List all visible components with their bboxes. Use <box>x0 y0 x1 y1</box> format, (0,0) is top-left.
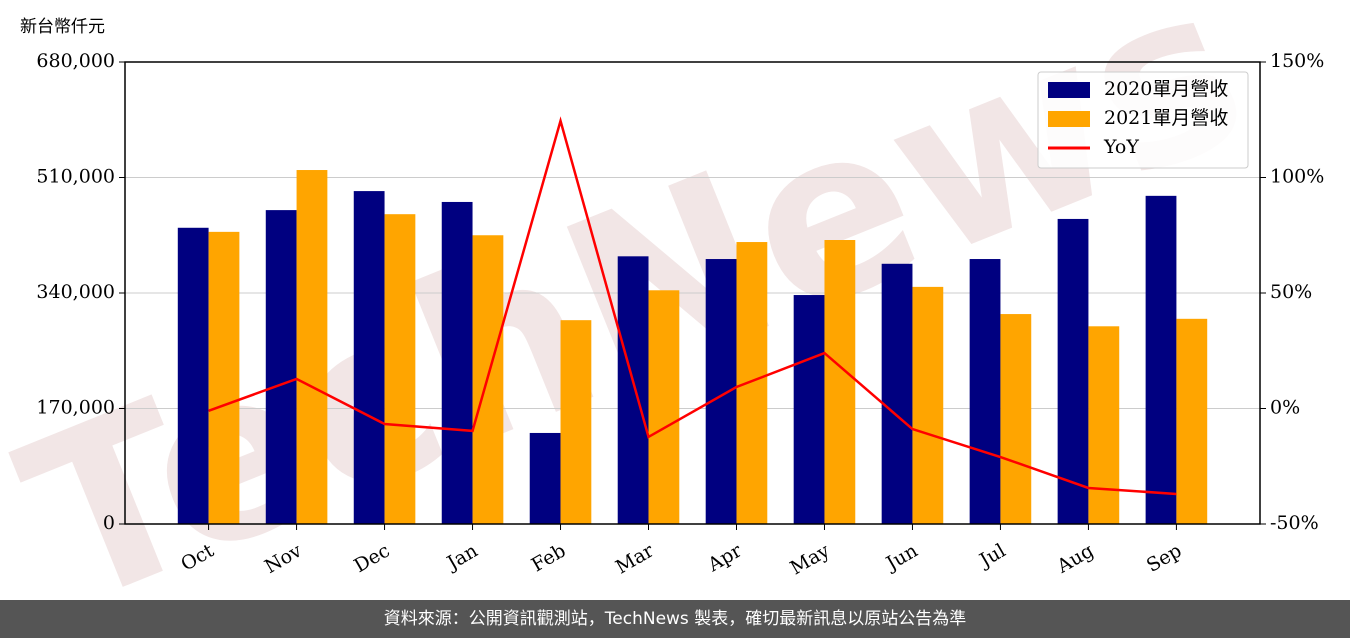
y2-tick-label: 100% <box>1270 166 1324 188</box>
bar <box>265 210 297 525</box>
bar <box>881 263 913 524</box>
bar <box>296 170 328 524</box>
y-tick-label: 170,000 <box>36 397 115 419</box>
x-tick-label: Jan <box>442 540 482 576</box>
legend-label: 2020單月營收 <box>1104 78 1228 100</box>
bar <box>529 432 561 524</box>
x-tick-label: Feb <box>528 540 570 577</box>
x-tick-label: Jul <box>974 540 1009 573</box>
bar <box>793 295 825 524</box>
bar <box>353 191 385 524</box>
footer-band <box>0 600 1350 638</box>
bar <box>560 320 592 524</box>
x-tick-label: Aug <box>1053 540 1098 579</box>
y-tick-label: 680,000 <box>36 50 115 72</box>
y2-tick-label: 150% <box>1270 50 1324 72</box>
y-tick-label: 510,000 <box>36 166 115 188</box>
y-tick-label: 340,000 <box>36 281 115 303</box>
yoy-line <box>208 116 1177 496</box>
legend-label: YoY <box>1103 136 1139 158</box>
x-tick-label: Sep <box>1143 540 1186 577</box>
x-tick-label: May <box>787 539 834 579</box>
bar <box>617 256 649 524</box>
y-tick-label: 0 <box>103 512 115 534</box>
bar <box>912 286 944 524</box>
x-tick-label: Mar <box>612 539 658 578</box>
plot-frame <box>124 61 1261 525</box>
bar <box>736 242 768 524</box>
bar <box>1057 218 1089 524</box>
y2-tick-label: -50% <box>1270 512 1319 534</box>
bar <box>384 214 416 524</box>
legend-swatch <box>1048 111 1090 127</box>
bar <box>177 227 209 524</box>
legend-label: 2021單月營收 <box>1104 107 1228 129</box>
legend: 2020單月營收 2021單月營收 YoY <box>1037 71 1249 169</box>
y2-tick-label: 50% <box>1270 281 1312 303</box>
bar <box>648 290 680 524</box>
x-tick-label: Apr <box>703 539 746 576</box>
legend-frame <box>1037 71 1249 169</box>
x-tick-label: Jun <box>881 540 922 576</box>
legend-swatch <box>1048 82 1090 98</box>
bar <box>441 201 473 525</box>
bar <box>824 240 856 524</box>
bar <box>969 259 1001 524</box>
bar <box>1088 326 1120 524</box>
bar <box>1176 318 1208 524</box>
y-axis-unit: 新台幣仟元 <box>20 17 105 37</box>
footer: 資料來源：公開資訊觀測站，TechNews 製表，確切最新訊息以原站公告為準 <box>384 609 966 629</box>
bar <box>1145 195 1177 524</box>
bar <box>208 231 240 524</box>
bar <box>705 259 737 524</box>
bar <box>1000 314 1032 524</box>
y2-tick-label: 0% <box>1270 397 1300 419</box>
